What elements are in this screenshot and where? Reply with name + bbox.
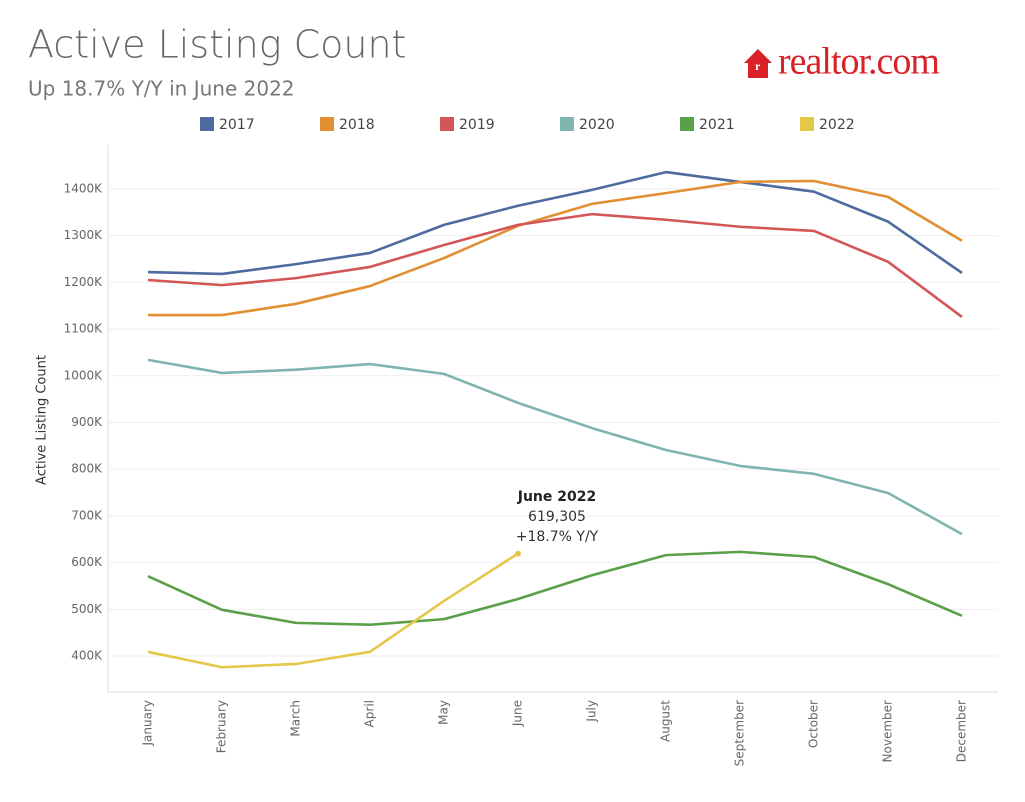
x-tick-label: July xyxy=(585,700,599,723)
y-tick-label: 1200K xyxy=(64,275,104,289)
x-tick-label: October xyxy=(807,700,821,748)
y-tick-label: 800K xyxy=(71,462,103,476)
x-tick-label: March xyxy=(289,700,303,737)
series-line xyxy=(147,212,963,318)
legend-label: 2020 xyxy=(579,117,615,133)
logo-r: r xyxy=(755,59,761,73)
x-tick-label: February xyxy=(215,700,229,753)
y-tick-label: 600K xyxy=(71,555,103,569)
x-tick-label: November xyxy=(881,700,895,762)
x-tick-label: May xyxy=(437,700,451,725)
y-tick-label: 400K xyxy=(71,649,103,663)
x-tick-label: June xyxy=(511,700,525,727)
legend-label: 2019 xyxy=(459,117,495,133)
x-tick-label: September xyxy=(733,700,747,766)
legend-label: 2018 xyxy=(339,117,375,133)
legend-swatch xyxy=(680,117,694,131)
legend-label: 2022 xyxy=(819,117,855,133)
x-tick-label: August xyxy=(659,700,673,742)
legend-swatch xyxy=(800,117,814,131)
logo-icon xyxy=(744,49,772,78)
chart-title: Active Listing Count xyxy=(28,23,406,67)
series-line xyxy=(148,179,963,317)
y-tick-label: 1100K xyxy=(64,322,104,336)
annotation-title: June 2022 xyxy=(517,489,596,505)
series-line xyxy=(147,358,963,536)
chart-subtitle: Up 18.7% Y/Y in June 2022 xyxy=(28,77,295,101)
series-line xyxy=(147,552,519,669)
annotation-value: 619,305 xyxy=(528,509,586,525)
y-tick-label: 1400K xyxy=(64,181,104,195)
legend-swatch xyxy=(440,117,454,131)
series-line xyxy=(147,550,963,627)
x-tick-label: April xyxy=(363,700,377,727)
y-tick-label: 1300K xyxy=(64,228,104,242)
logo-text: realtor.com xyxy=(778,41,939,83)
legend-swatch xyxy=(560,117,574,131)
legend-label: 2017 xyxy=(219,117,255,133)
x-tick-label: December xyxy=(955,700,969,762)
y-tick-label: 900K xyxy=(71,415,103,429)
annotation-point xyxy=(515,550,521,557)
x-tick-label: January xyxy=(141,700,155,747)
legend-swatch xyxy=(200,117,214,131)
legend-swatch xyxy=(320,117,334,131)
annotation-change: +18.7% Y/Y xyxy=(516,529,599,545)
y-axis-label: Active Listing Count xyxy=(35,355,50,485)
y-tick-label: 500K xyxy=(71,602,103,616)
series-line xyxy=(147,170,963,276)
y-tick-label: 700K xyxy=(71,508,103,522)
y-tick-label: 1000K xyxy=(64,368,104,382)
logo: r realtor.com xyxy=(744,41,940,83)
legend-label: 2021 xyxy=(699,117,735,133)
